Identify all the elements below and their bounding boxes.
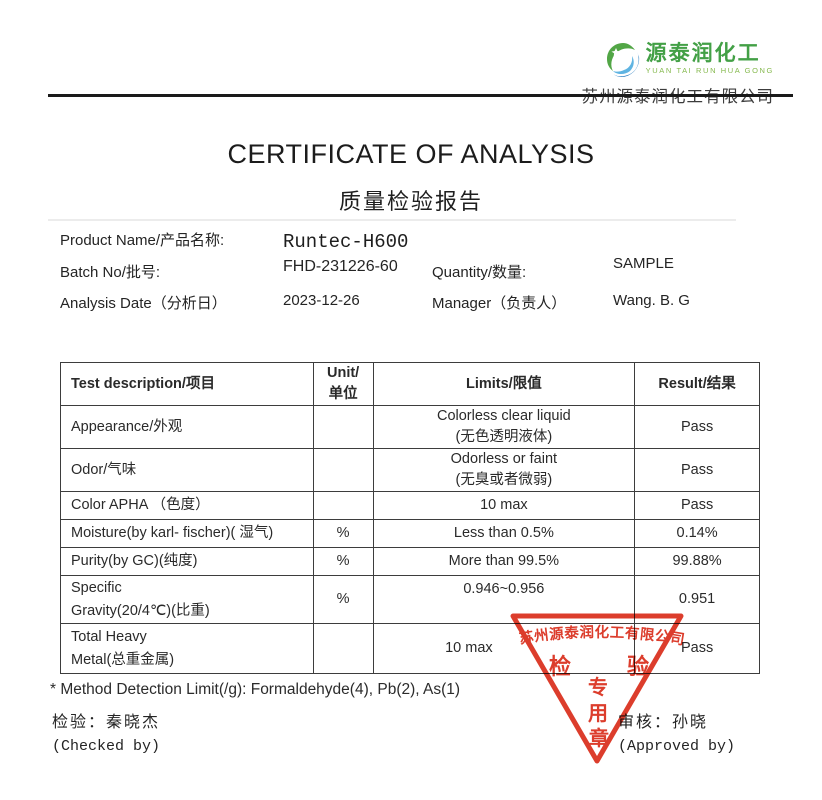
table-header-row: Test description/项目 Unit/单位 Limits/限值 Re…	[60, 361, 760, 407]
header-result: Result/结果	[634, 361, 760, 407]
info-divider	[48, 219, 736, 221]
approved-by-label: (Approved by)	[618, 738, 736, 756]
header-limits: Limits/限值	[372, 361, 636, 407]
logo-company-name: 苏州源泰润化工有限公司	[581, 88, 774, 106]
logo-name-cn: 源泰润化工	[645, 42, 761, 65]
manager-label: Manager（负责人）	[432, 295, 567, 312]
table-row: Total Heavy Metal(总重金属) 10 max Pass	[60, 623, 760, 675]
method-detection-footnote: * Method Detection Limit(/g): Formaldehy…	[50, 681, 461, 698]
quantity-label: Quantity/数量:	[432, 264, 527, 281]
analysis-date-label: Analysis Date（分析日）	[60, 295, 227, 312]
batch-no-value: FHD-231226-60	[283, 258, 398, 275]
certificate-title-cn: 质量检验报告	[338, 189, 483, 214]
svg-text:用: 用	[588, 703, 608, 725]
header-test-description: Test description/项目	[60, 361, 314, 407]
product-name-label: Product Name/产品名称:	[60, 232, 225, 249]
table-row: Color APHA （色度） 10 max Pass	[60, 491, 760, 521]
table-row: Moisture(by karl- fischer)( 湿气) % Less t…	[60, 519, 760, 549]
certificate-title-en: CERTIFICATE OF ANALYSIS	[227, 139, 595, 169]
svg-text:专: 专	[588, 675, 608, 699]
batch-no-label: Batch No/批号:	[60, 264, 161, 281]
table-row: Specific Gravity(20/4℃)(比重) % 0.946~0.956…	[60, 575, 760, 625]
logo-name-en: YUAN TAI RUN HUA GONG	[645, 66, 774, 76]
table-row: Odor/气味 Odorless or faint (无臭或者微弱) Pass	[60, 448, 760, 493]
analysis-date-value: 2023-12-26	[283, 292, 360, 309]
manager-value: Wang. B. G	[613, 292, 690, 309]
table-row: Appearance/外观 Colorless clear liquid (无色透…	[60, 405, 760, 450]
product-name-value: Runtec-H600	[283, 231, 409, 253]
company-logo: 源泰润化工 YUAN TAI RUN HUA GONG 苏州源泰润化工有限公司	[582, 42, 775, 107]
quantity-value: SAMPLE	[613, 255, 674, 272]
header-unit: Unit/单位	[312, 361, 374, 407]
header-divider	[48, 94, 793, 97]
approved-by-signature: 审核：孙晓 (Approved by)	[618, 710, 735, 758]
checked-by-name: 检验：秦晓杰	[52, 712, 161, 731]
checked-by-signature: 检验：秦晓杰 (Checked by)	[52, 710, 160, 758]
table-row: Purity(by GC)(纯度) % More than 99.5% 99.8…	[60, 547, 760, 577]
svg-text:章: 章	[589, 726, 609, 750]
approved-by-name: 审核：孙晓	[618, 712, 709, 731]
company-logo-icon	[606, 43, 639, 77]
checked-by-label: (Checked by)	[52, 738, 161, 756]
analysis-table: Test description/项目 Unit/单位 Limits/限值 Re…	[60, 361, 760, 675]
